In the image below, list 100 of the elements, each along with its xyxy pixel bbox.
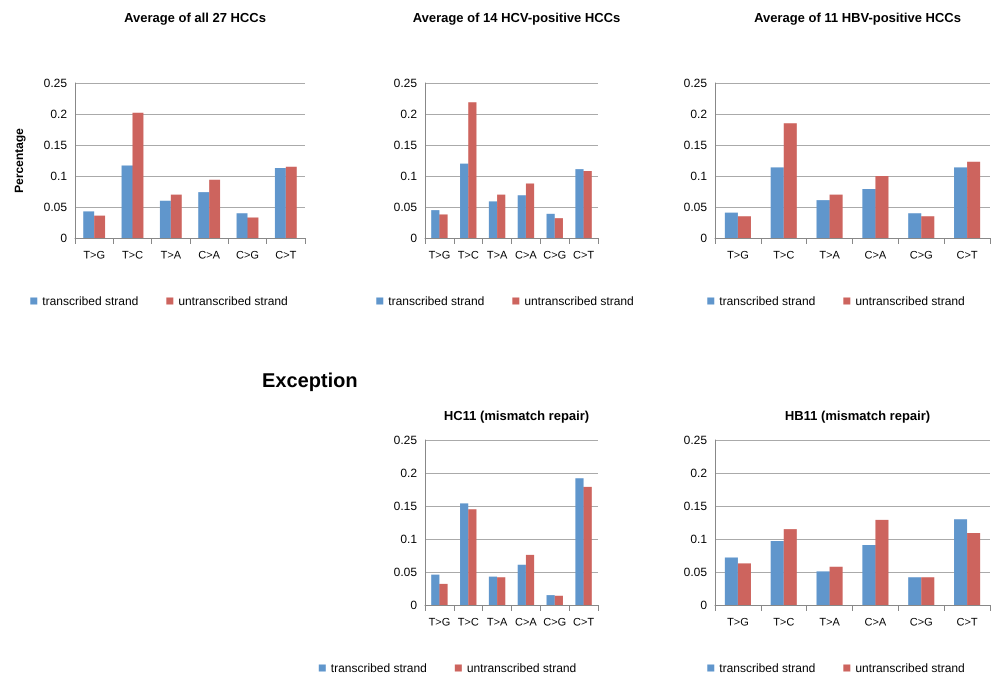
bar (738, 563, 751, 605)
legend-label: untranscribed strand (855, 661, 965, 675)
bar (546, 214, 555, 238)
bar (830, 194, 843, 238)
y-tick-label: 0.2 (690, 107, 708, 121)
x-tick-label: C>G (236, 250, 259, 262)
legend-label: transcribed strand (388, 294, 484, 308)
y-tick-label: 0.15 (44, 138, 68, 152)
x-tick-label: C>T (956, 616, 978, 628)
y-axis-title: Percentage (12, 128, 26, 193)
bar (460, 164, 468, 238)
bar (738, 216, 751, 238)
bar (439, 214, 448, 238)
x-tick-label: T>G (428, 250, 450, 262)
y-tick-label: 0.2 (690, 466, 708, 480)
bar (954, 167, 968, 238)
x-tick-label: C>T (956, 250, 978, 262)
y-tick-label: 0.2 (400, 107, 418, 121)
bar (967, 162, 980, 238)
x-tick-label: C>A (864, 250, 887, 262)
x-tick-label: T>G (727, 616, 749, 628)
legend-label: transcribed strand (42, 294, 138, 308)
legend-label: untranscribed strand (466, 661, 576, 675)
y-tick-label: 0 (60, 231, 68, 245)
x-tick-label: T>C (773, 616, 794, 628)
x-tick-label: T>A (160, 250, 182, 262)
text: Exception (262, 370, 358, 392)
y-tick-label: 0 (700, 598, 708, 612)
y-tick-label: 0.25 (684, 76, 708, 90)
bar (862, 189, 876, 238)
x-tick-label: C>G (543, 250, 566, 262)
y-tick-label: 0 (410, 598, 418, 612)
bar (770, 540, 784, 605)
x-tick-label: C>A (515, 616, 538, 628)
bar (274, 168, 286, 238)
x-tick-label: C>A (515, 250, 538, 262)
y-tick-label: 0.05 (44, 200, 68, 214)
x-tick-label: C>A (864, 616, 887, 628)
bar (460, 503, 468, 605)
legend-label: untranscribed strand (524, 294, 634, 308)
bar (439, 584, 448, 605)
x-tick-label: T>C (458, 250, 479, 262)
bar (575, 478, 584, 605)
legend-label: untranscribed strand (178, 294, 288, 308)
x-tick-label: T>A (819, 250, 840, 262)
bar (784, 529, 797, 605)
bar (875, 520, 888, 605)
x-tick-label: T>G (727, 250, 749, 262)
y-tick-label: 0.05 (394, 565, 418, 579)
bar (862, 544, 876, 605)
bar (554, 218, 563, 238)
bar (526, 183, 534, 238)
y-tick-label: 0.25 (684, 433, 708, 447)
y-tick-label: 0.1 (50, 169, 68, 183)
bar (575, 169, 584, 238)
bar (122, 165, 132, 238)
legend-label: transcribed strand (719, 661, 816, 675)
bar (921, 216, 934, 238)
bar (468, 509, 476, 605)
bar (830, 566, 843, 605)
x-tick-label: T>C (458, 616, 479, 628)
chart-title: Average of all 27 HCCs (124, 10, 266, 25)
bar (526, 554, 534, 605)
x-tick-label: C>G (910, 250, 933, 262)
bar (908, 577, 922, 605)
x-tick-label: C>T (573, 250, 594, 262)
x-tick-label: C>T (275, 250, 297, 262)
x-tick-label: C>T (573, 616, 594, 628)
x-tick-label: T>A (486, 616, 508, 628)
x-tick-label: T>G (428, 616, 450, 628)
chart-title: HC11 (mismatch repair) (444, 408, 590, 423)
y-tick-label: 0.15 (394, 499, 418, 513)
bar (967, 533, 980, 605)
y-tick-label: 0.25 (44, 76, 68, 90)
bar (94, 216, 106, 238)
y-tick-label: 0.1 (690, 532, 708, 546)
y-tick-label: 0.15 (684, 138, 708, 152)
bar (248, 218, 258, 238)
bar (875, 176, 888, 238)
y-tick-label: 0 (410, 231, 418, 245)
bar (209, 180, 220, 238)
bar (954, 519, 968, 605)
chart-title: HB11 (mismatch repair) (784, 408, 930, 423)
x-tick-label: T>C (773, 250, 794, 262)
bar (816, 200, 830, 238)
bar (546, 595, 555, 605)
bar (724, 557, 738, 605)
y-tick-label: 0.05 (684, 565, 708, 579)
bar (236, 213, 248, 238)
legend-label: transcribed strand (330, 661, 427, 675)
bar (83, 211, 94, 238)
bar (497, 577, 506, 605)
y-tick-label: 0.15 (684, 499, 708, 513)
bar (816, 571, 830, 605)
bar (160, 200, 171, 238)
x-tick-label: T>A (486, 250, 508, 262)
bar (518, 564, 526, 605)
x-tick-label: C>G (910, 616, 933, 628)
bar (724, 212, 738, 238)
y-tick-label: 0.1 (690, 169, 708, 183)
